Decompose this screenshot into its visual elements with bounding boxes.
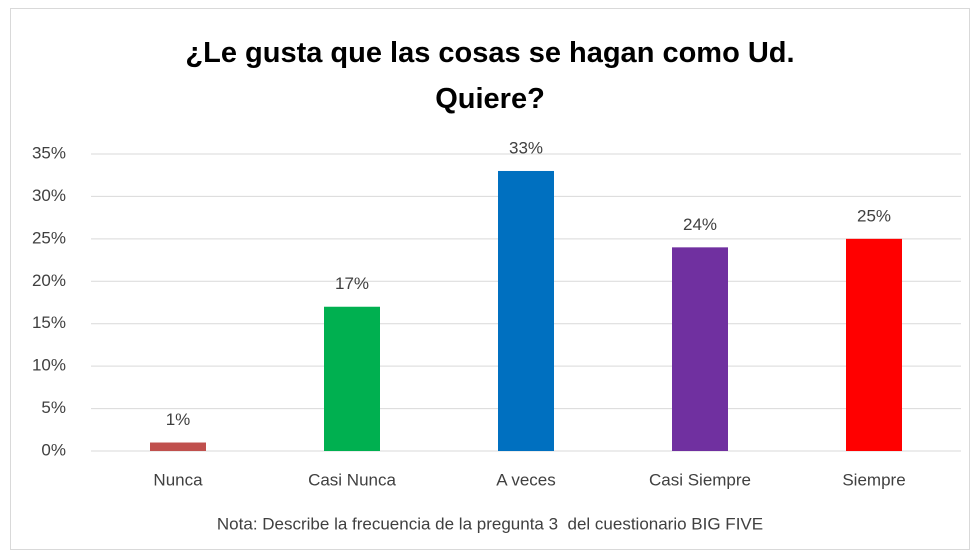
data-label: 24% [683, 215, 717, 234]
bar [846, 238, 902, 451]
x-tick-label: Siempre [842, 470, 905, 489]
x-tick-label: Casi Siempre [649, 470, 751, 489]
x-tick-label: A veces [496, 470, 556, 489]
y-tick-label: 30% [32, 186, 66, 205]
y-tick-label: 20% [32, 271, 66, 290]
note: Nota: Describe la frecuencia de la pregu… [217, 514, 763, 533]
data-label: 17% [335, 274, 369, 293]
y-tick-label: 15% [32, 313, 66, 332]
bar [324, 306, 380, 451]
x-tick-label: Nunca [153, 470, 203, 489]
data-label: 25% [857, 206, 891, 225]
data-label: 33% [509, 138, 543, 157]
bar [498, 170, 554, 451]
x-tick-label: Casi Nunca [308, 470, 396, 489]
chart-frame [10, 8, 970, 550]
chart-title: ¿Le gusta que las cosas se hagan como Ud… [185, 37, 795, 115]
data-label: 1% [166, 410, 191, 429]
y-tick-label: 25% [32, 228, 66, 247]
bar [150, 442, 206, 451]
y-tick-label: 5% [41, 398, 66, 417]
y-tick-label: 35% [32, 143, 66, 162]
y-tick-label: 10% [32, 356, 66, 375]
bar [672, 247, 728, 451]
y-tick-label: 0% [41, 440, 66, 459]
